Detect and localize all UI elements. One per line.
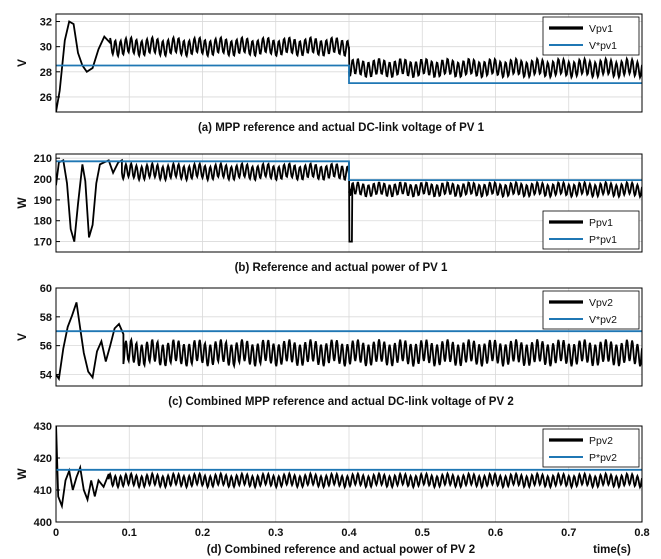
x-axis-label: time(s): [593, 544, 631, 556]
x-tick-label: 0.6: [488, 527, 503, 539]
y-tick-label: 30: [40, 42, 52, 54]
y-tick-label: 60: [40, 283, 52, 295]
x-tick-label: 0.7: [561, 527, 576, 539]
x-tick-label: 0.3: [268, 527, 283, 539]
y-tick-label: 32: [40, 17, 52, 29]
chart-panel-3: 54 56 58 60 V (c) Combined MPP reference and …: [15, 283, 643, 408]
legend-box: [542, 290, 640, 330]
y-tick-label: 58: [40, 312, 52, 324]
panel-caption: (d) Combined reference and actual power …: [207, 544, 475, 556]
legend-entry: V*pv1: [589, 40, 617, 52]
legend: Ppv2 P*pv2: [542, 428, 640, 468]
series-line-pstar-pv1: [56, 160, 642, 181]
axes-frame: [55, 153, 643, 253]
y-tick-label: 400: [34, 517, 52, 529]
axes-frame: [55, 287, 643, 387]
legend-box: [542, 16, 640, 56]
panel-caption: (c) Combined MPP reference and actual DC…: [168, 396, 514, 408]
y-tick-label: 26: [40, 92, 52, 104]
y-axis-label: V: [15, 59, 29, 67]
x-tick-label: 0.4: [341, 527, 357, 539]
legend-entry: V*pv2: [589, 314, 617, 326]
y-tick-label: 420: [34, 453, 52, 465]
series-line-ppv1: [56, 158, 642, 243]
legend: Vpv2 V*pv2: [542, 290, 640, 330]
legend-entry: Ppv2: [589, 435, 613, 447]
y-tick-label: 56: [40, 341, 52, 353]
y-tick-label: 180: [34, 216, 52, 228]
legend-entry: Vpv2: [589, 297, 613, 309]
y-axis-label: W: [15, 468, 29, 480]
axes-frame: [55, 425, 643, 523]
x-tick-label: 0.2: [195, 527, 210, 539]
x-tick-label: 0.5: [415, 527, 430, 539]
legend-entry: P*pv2: [589, 452, 617, 464]
axes-frame: [55, 13, 643, 113]
y-axis-label: W: [15, 197, 29, 209]
legend-box: [542, 210, 640, 250]
y-tick-label: 54: [40, 369, 53, 381]
chart-panel-4: 400 410 420 430 0 0.1 0.2 0.3 0.4 0.5 0.6 0.7 0.8tim…: [15, 421, 650, 556]
y-tick-label: 210: [34, 153, 52, 165]
panel-caption: (a) MPP reference and actual DC-link vol…: [198, 122, 485, 134]
chart-panel-2: 170 180 190 200 210 W (b) Reference and actual…: [15, 153, 643, 274]
x-tick-label: 0.1: [122, 527, 137, 539]
series-line-vpv2: [56, 302, 642, 382]
legend-entry: Vpv1: [589, 23, 613, 35]
legend-entry: P*pv1: [589, 234, 617, 246]
y-tick-label: 410: [34, 485, 52, 497]
y-tick-label: 190: [34, 195, 52, 207]
series-line-vpv1: [56, 20, 642, 112]
y-tick-label: 170: [34, 237, 52, 249]
legend-box: [542, 428, 640, 468]
y-tick-label: 28: [40, 67, 52, 79]
series-line-ppv2: [56, 426, 642, 510]
x-tick-label: 0.8: [634, 527, 649, 539]
x-tick-label: 0: [53, 527, 59, 539]
legend-entry: Ppv1: [589, 217, 613, 229]
y-axis-label: V: [15, 333, 29, 341]
series-line-vstar-pv1: [56, 64, 642, 84]
legend: Vpv1 V*pv1: [542, 16, 640, 56]
legend: Ppv1 P*pv1: [542, 210, 640, 250]
chart-panel-1: 26 28 30 32 V (a) MPP reference and actual DC…: [15, 13, 643, 134]
panel-caption: (b) Reference and actual power of PV 1: [235, 262, 448, 274]
y-tick-label: 200: [34, 174, 52, 186]
y-tick-label: 430: [34, 421, 52, 433]
